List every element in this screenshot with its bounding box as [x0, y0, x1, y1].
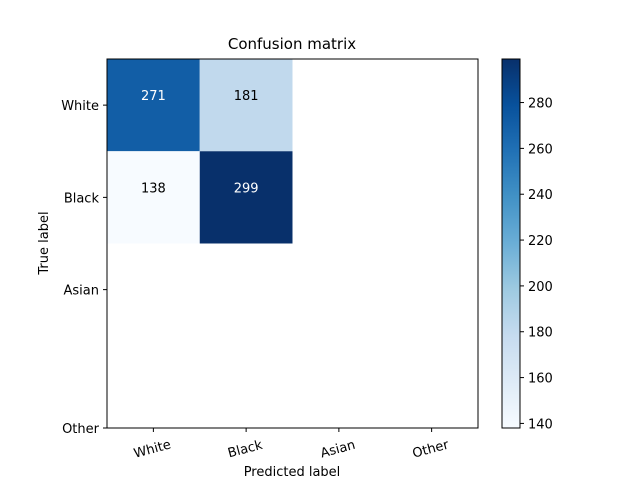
heatmap-cell-black-black: [199, 151, 293, 244]
chart-title: Confusion matrix: [228, 35, 356, 53]
y-axis-ticks: White Black Asian Other: [61, 99, 107, 437]
colorbar: [501, 58, 521, 429]
y-axis-label: True label: [37, 211, 52, 275]
heatmap-cell-white-white: [107, 59, 200, 152]
plot-frame: [106, 58, 479, 429]
colorbar-tick-label: 160: [528, 372, 553, 387]
x-tick-label: Black: [226, 438, 264, 462]
cell-value-label: 181: [234, 89, 259, 104]
heatmap-cells: [107, 59, 293, 244]
y-tick-label: Asian: [64, 284, 99, 299]
colorbar-tick-label: 140: [528, 417, 553, 432]
x-axis-label: Predicted label: [244, 465, 341, 480]
colorbar-tick-label: 280: [528, 97, 553, 112]
x-tick-label: Other: [411, 437, 451, 461]
cell-value-label: 299: [234, 181, 259, 196]
colorbar-tick-label: 200: [528, 280, 553, 295]
colorbar-tick-label: 220: [528, 234, 553, 249]
x-tick-label: White: [132, 437, 172, 461]
x-tick-label: Asian: [319, 438, 357, 462]
heatmap-cell-white-black: [199, 59, 293, 152]
y-tick-label: Black: [64, 191, 100, 206]
y-tick-label: White: [61, 99, 99, 114]
heatmap-cell-labels: 271 181 138 299: [141, 89, 259, 196]
y-tick-label: Other: [62, 422, 100, 437]
heatmap-cell-black-white: [107, 151, 200, 244]
colorbar-tick-label: 240: [528, 188, 553, 203]
x-axis-ticks: White Black Asian Other: [132, 428, 451, 462]
cell-value-label: 271: [141, 89, 166, 104]
colorbar-tick-label: 180: [528, 326, 553, 341]
colorbar-ticks: 140 160 180 200 220 240 260 280: [520, 97, 553, 432]
colorbar-tick-label: 260: [528, 142, 553, 157]
cell-value-label: 138: [141, 181, 166, 196]
